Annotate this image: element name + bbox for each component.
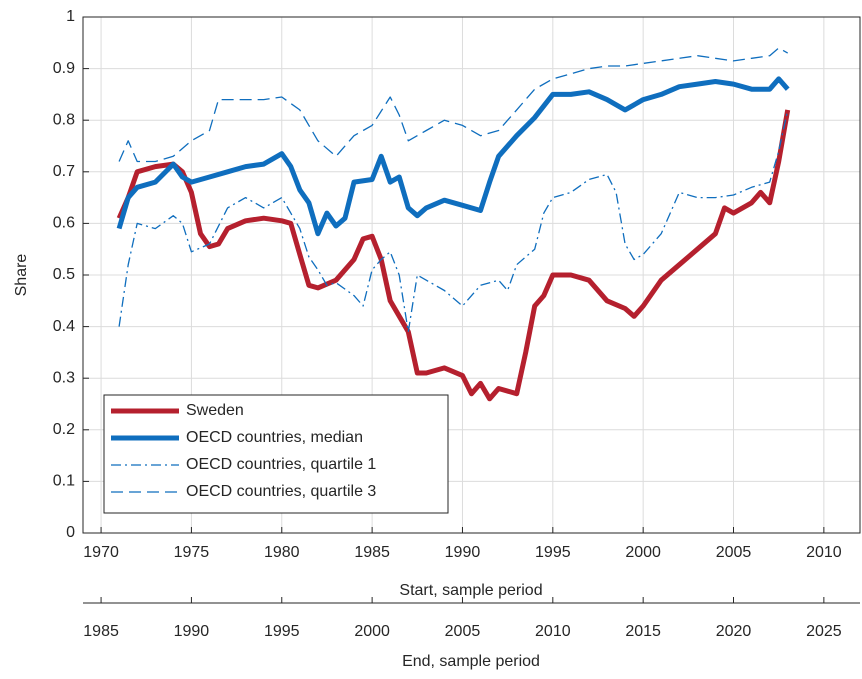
x-tick-label: 1985 [354,544,390,561]
x-tick-label: 1970 [83,544,119,561]
x-axis-title: Start, sample period [399,582,542,599]
legend-label: OECD countries, median [186,429,363,446]
y-tick-label: 0 [66,524,75,541]
y-axis-title: Share [13,254,30,297]
x2-tick-label: 2015 [625,623,661,640]
y-tick-label: 0.2 [53,421,75,438]
x2-tick-label: 2010 [535,623,571,640]
x-tick-label: 2000 [625,544,661,561]
y-tick-label: 0.9 [53,60,75,77]
y-tick-label: 0.5 [53,266,75,283]
y-tick-label: 0.7 [53,163,75,180]
y-tick-label: 0.8 [53,111,75,128]
x2-tick-label: 1995 [264,623,300,640]
series-line [118,109,789,333]
x2-tick-label: 1985 [83,623,119,640]
x-tick-label: 1975 [174,544,210,561]
x2-tick-label: 2025 [806,623,842,640]
x-tick-label: 2010 [806,544,842,561]
legend-label: OECD countries, quartile 1 [186,456,376,473]
legend-box [103,394,449,514]
y-tick-label: 0.1 [53,473,75,490]
x2-tick-label: 2020 [716,623,752,640]
y-tick-label: 1 [66,8,75,25]
series-line [118,47,789,163]
series-line [116,76,790,237]
x-tick-label: 1990 [445,544,481,561]
series-line [116,109,791,402]
legend-label: Sweden [186,402,244,419]
x2-tick-label: 1990 [174,623,210,640]
plot-frame [82,16,861,534]
legend-label: OECD countries, quartile 3 [186,483,376,500]
x-tick-label: 1995 [535,544,571,561]
y-tick-label: 0.3 [53,369,75,386]
x-tick-label: 1980 [264,544,300,561]
x2-tick-label: 2005 [445,623,481,640]
y-tick-label: 0.6 [53,215,75,232]
x-tick-label: 2005 [716,544,752,561]
x2-axis-title: End, sample period [402,653,540,670]
y-tick-label: 0.4 [53,318,75,335]
x2-tick-label: 2000 [354,623,390,640]
